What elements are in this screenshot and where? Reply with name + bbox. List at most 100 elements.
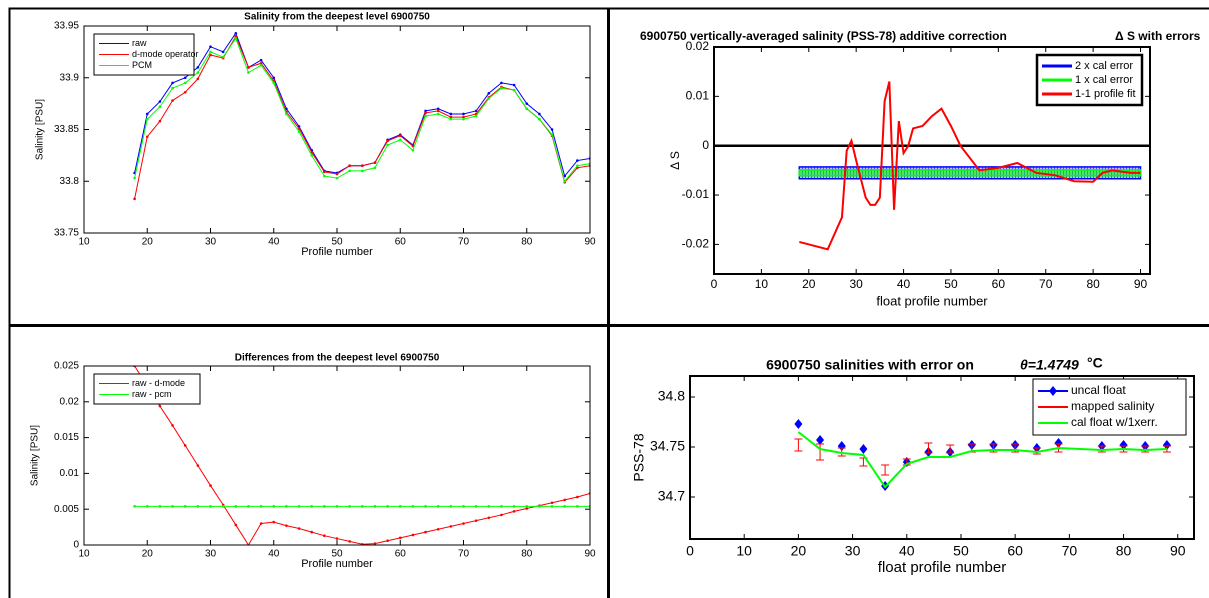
error-bar xyxy=(946,444,955,454)
data-point xyxy=(411,144,415,148)
data-point xyxy=(474,505,478,508)
data-point xyxy=(310,150,314,154)
data-point xyxy=(373,505,377,508)
data-point xyxy=(335,172,339,176)
error-bar xyxy=(881,464,890,476)
data-point xyxy=(550,501,554,505)
x-tick-label: 20 xyxy=(142,549,154,560)
error-bar xyxy=(794,438,803,452)
data-point xyxy=(525,505,529,508)
data-point xyxy=(335,537,339,540)
data-point xyxy=(348,164,351,168)
x-tick-label: 40 xyxy=(268,549,280,560)
data-point xyxy=(550,505,554,508)
data-point xyxy=(158,505,162,508)
data-point xyxy=(323,534,326,537)
data-point xyxy=(474,114,478,118)
data-point xyxy=(386,539,389,543)
data-point xyxy=(816,435,825,445)
data-point xyxy=(449,117,453,121)
data-point xyxy=(550,128,554,131)
data-point xyxy=(361,169,364,173)
x-tick-label: 90 xyxy=(584,237,596,248)
data-point xyxy=(512,510,516,513)
data-point xyxy=(297,130,301,133)
y-tick-label: 0.01 xyxy=(686,89,710,103)
data-point xyxy=(398,134,402,138)
data-point xyxy=(310,505,314,508)
data-point xyxy=(525,107,529,111)
x-tick-label: 60 xyxy=(395,549,407,560)
data-point xyxy=(411,148,415,152)
data-point xyxy=(462,117,465,121)
legend-label: cal float w/1xerr. xyxy=(1071,415,1158,429)
data-point xyxy=(285,524,288,527)
data-point xyxy=(538,112,541,116)
data-point xyxy=(171,505,174,508)
data-point xyxy=(158,105,162,109)
legend-label: 1 x cal error xyxy=(1075,74,1133,86)
y-tick-label: 34.7 xyxy=(658,488,685,504)
data-point xyxy=(247,66,250,69)
data-point xyxy=(234,35,238,38)
y-tick-label: 33.85 xyxy=(54,124,79,135)
legend-label: raw xyxy=(132,38,147,48)
x-tick-label: 80 xyxy=(1116,542,1132,558)
data-point xyxy=(424,505,427,508)
data-point xyxy=(398,138,402,142)
legend-label: 1-1 profile fit xyxy=(1075,88,1136,100)
x-tick-label: 80 xyxy=(521,237,533,248)
data-point xyxy=(209,484,212,487)
data-point xyxy=(550,133,554,136)
chart-title: Salinity from the deepest level 6900750 xyxy=(244,12,430,23)
data-point xyxy=(259,58,263,62)
x-axis-label: Profile number xyxy=(301,558,373,570)
x-tick-label: 50 xyxy=(944,277,958,291)
data-point xyxy=(563,179,566,183)
data-point xyxy=(158,119,162,123)
series-line xyxy=(797,431,1167,489)
legend-box xyxy=(93,373,201,405)
data-point xyxy=(272,81,276,85)
data-point xyxy=(183,90,187,94)
data-point xyxy=(436,107,440,111)
y-tick-label: 0.01 xyxy=(60,468,80,479)
data-point xyxy=(145,112,149,116)
legend-label: d-mode operator xyxy=(132,49,199,59)
data-point xyxy=(386,139,389,143)
y-tick-label: 0.025 xyxy=(54,361,79,372)
data-point xyxy=(500,505,503,508)
data-point xyxy=(538,117,541,121)
data-point xyxy=(209,53,212,57)
error-band xyxy=(798,169,1142,177)
data-point xyxy=(538,505,541,508)
data-point xyxy=(323,170,326,174)
data-point xyxy=(183,444,187,447)
data-point xyxy=(221,505,225,508)
data-point xyxy=(272,505,276,508)
data-point xyxy=(234,505,238,508)
x-tick-label: 60 xyxy=(1007,542,1023,558)
data-point xyxy=(411,533,415,537)
data-point xyxy=(196,71,200,74)
x-tick-label: 80 xyxy=(521,549,533,560)
data-point xyxy=(335,505,339,508)
chart-panel: Salinity from the deepest level 6900750 P… xyxy=(35,12,596,258)
x-tick-label: 90 xyxy=(1134,277,1148,291)
x-tick-label: 90 xyxy=(1170,542,1186,558)
data-point xyxy=(221,50,225,54)
data-point xyxy=(424,111,427,115)
data-point xyxy=(209,505,212,508)
y-axis-label: Δ S xyxy=(668,151,682,170)
x-tick-label: 10 xyxy=(78,237,90,248)
data-point xyxy=(145,505,149,508)
x-tick-label: 20 xyxy=(802,277,816,291)
data-point xyxy=(209,50,212,54)
data-point xyxy=(576,495,579,499)
data-point xyxy=(361,505,364,508)
error-bar xyxy=(816,443,825,461)
y-tick-label: 33.8 xyxy=(60,176,80,187)
data-point xyxy=(297,505,301,508)
data-point xyxy=(234,37,238,40)
data-point xyxy=(297,127,301,130)
